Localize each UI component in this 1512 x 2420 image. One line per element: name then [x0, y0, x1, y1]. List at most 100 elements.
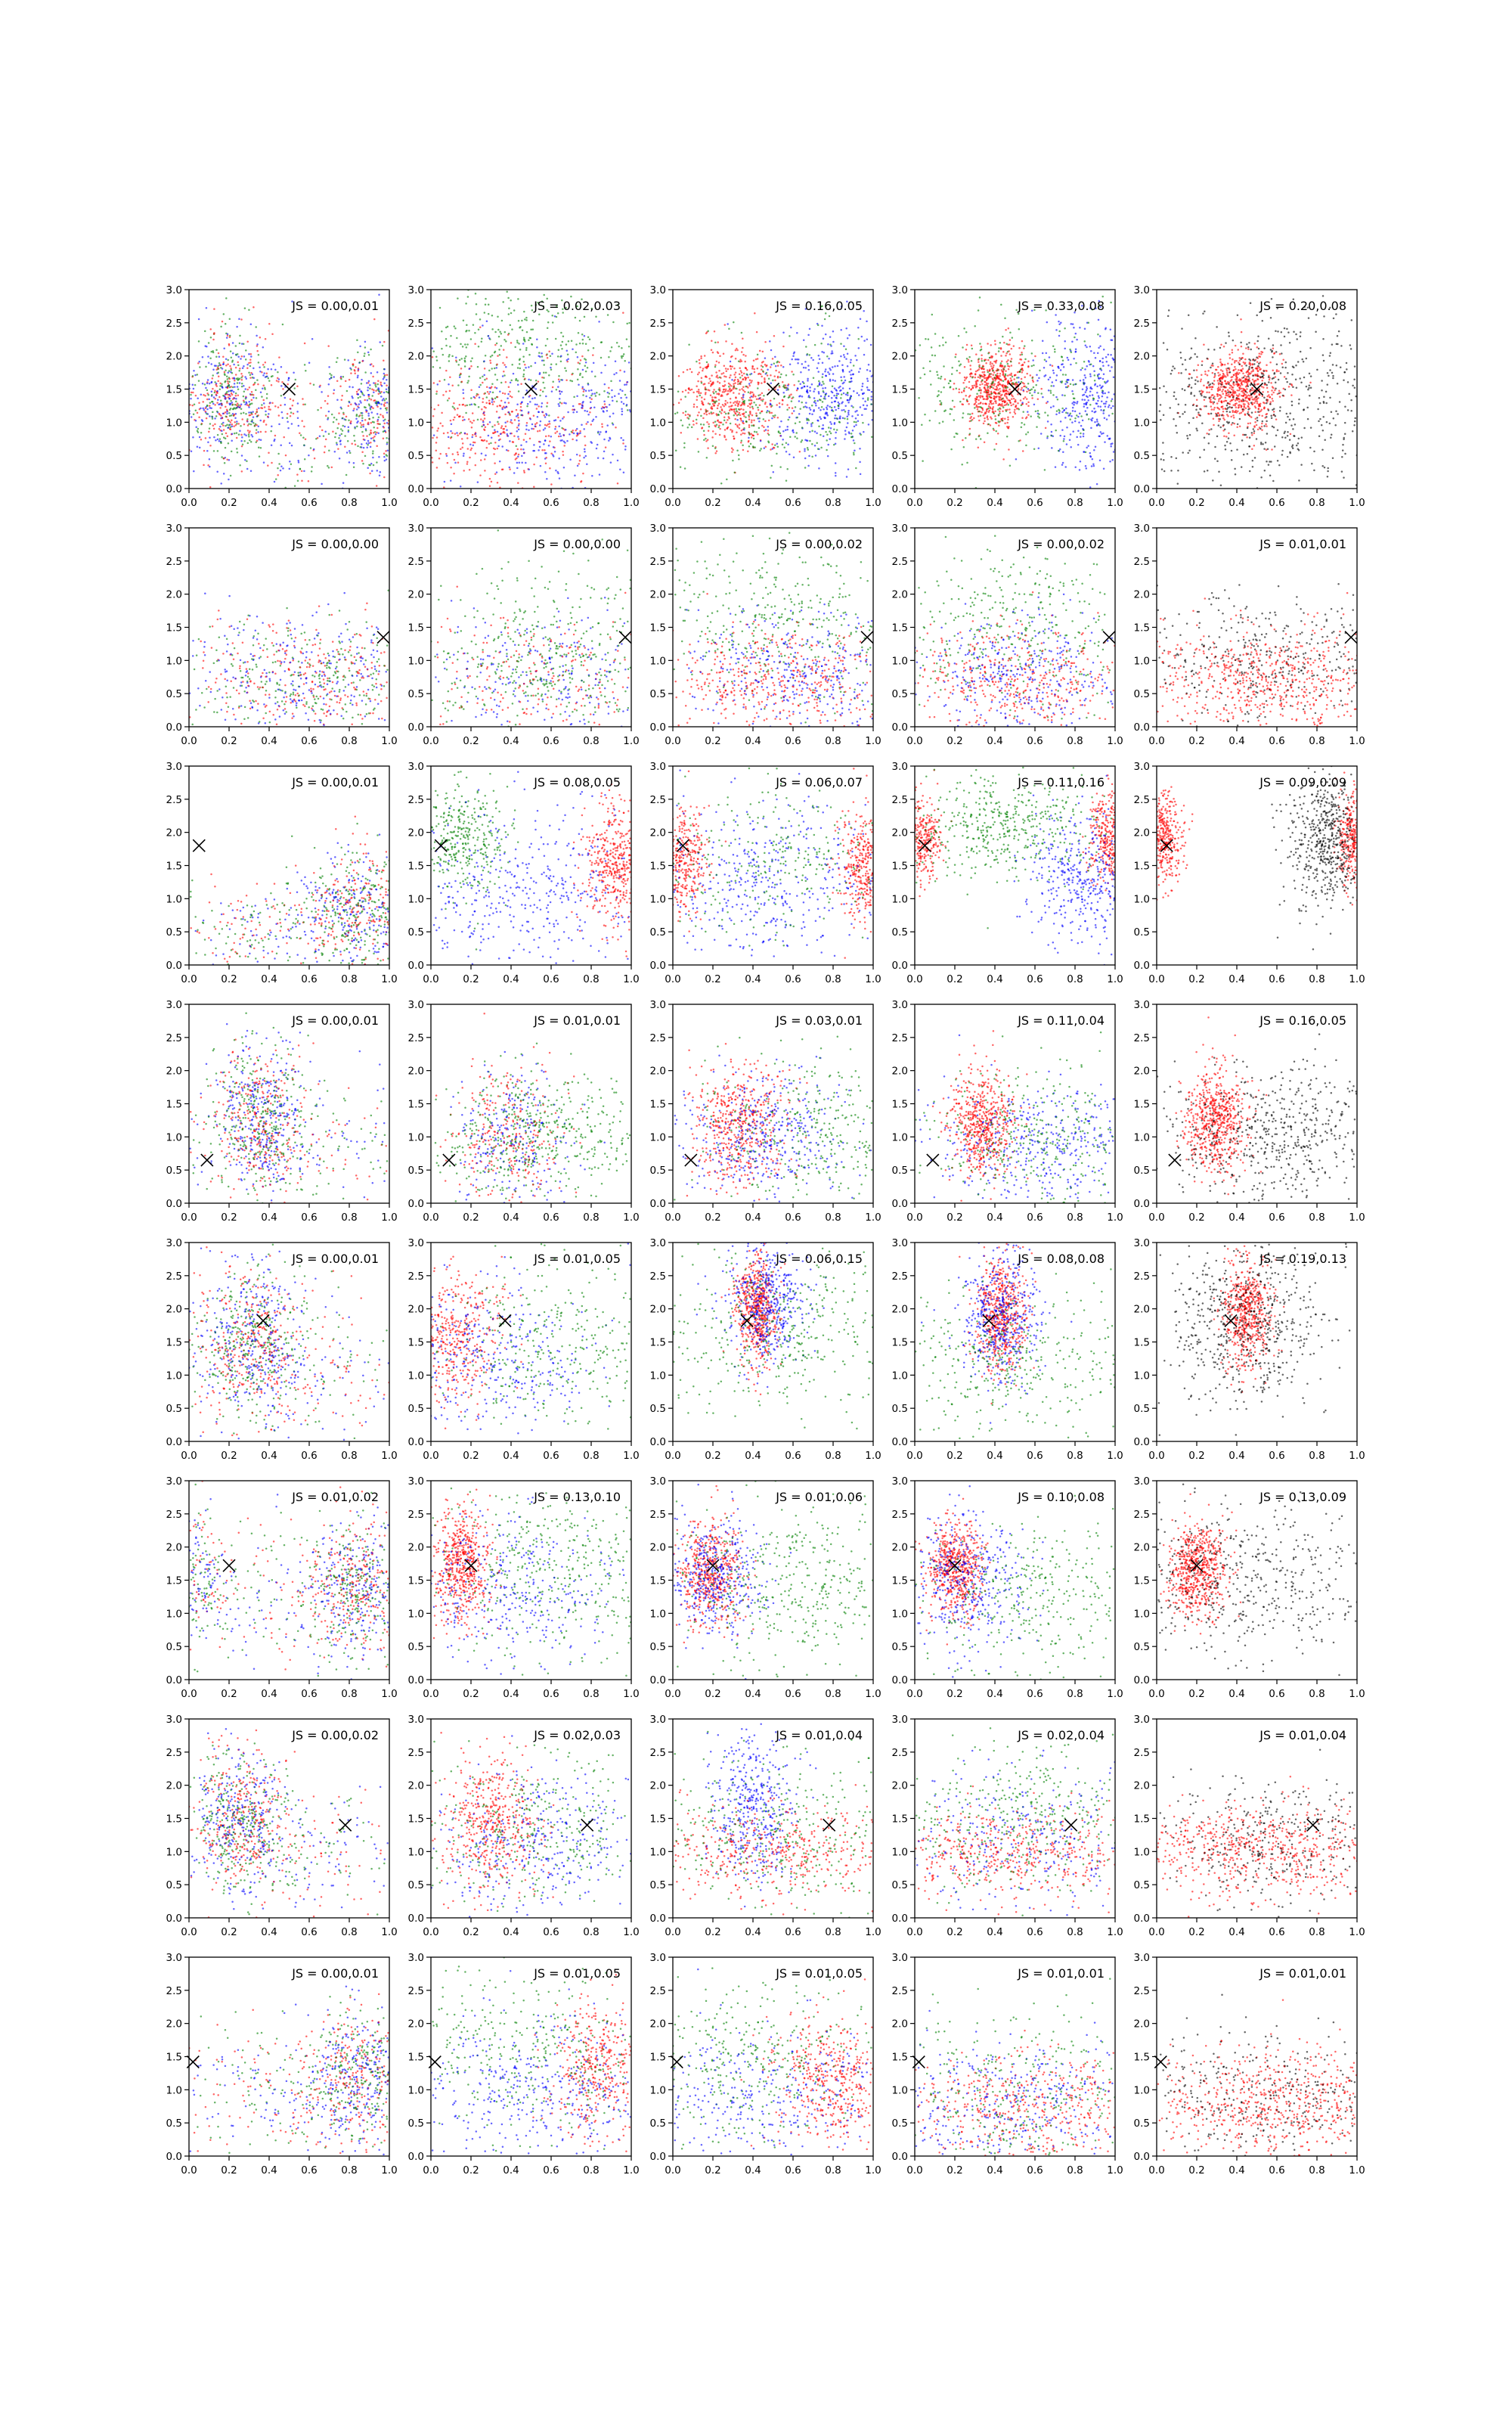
- scatter-point: [210, 390, 213, 393]
- scatter-point: [347, 359, 349, 361]
- scatter-point: [522, 373, 525, 376]
- scatter-point: [362, 446, 365, 449]
- scatter-point: [985, 383, 988, 386]
- scatter-point: [483, 414, 486, 417]
- scatter-point: [488, 369, 491, 372]
- scatter-point: [863, 353, 866, 356]
- scatter-point: [484, 426, 487, 429]
- scatter-point: [546, 327, 549, 330]
- scatter-point: [1195, 399, 1198, 401]
- scatter-point: [491, 399, 494, 401]
- scatter-point: [579, 432, 581, 434]
- scatter-point: [1003, 341, 1005, 344]
- scatter-point: [509, 433, 512, 435]
- scatter-point: [500, 427, 503, 430]
- scatter-point: [612, 321, 615, 324]
- scatter-point: [327, 418, 329, 420]
- scatter-point: [240, 378, 243, 381]
- scatter-point: [510, 419, 513, 421]
- scatter-point: [602, 457, 605, 460]
- scatter-point: [1005, 354, 1007, 357]
- scatter-point: [744, 390, 746, 393]
- scatter-point: [225, 297, 228, 299]
- scatter-point: [214, 381, 216, 383]
- scatter-point: [764, 401, 767, 404]
- scatter-point: [958, 391, 960, 393]
- scatter-point: [530, 304, 533, 307]
- scatter-point: [273, 480, 276, 483]
- scatter-point: [457, 297, 459, 299]
- scatter-point: [594, 395, 597, 397]
- scatter-point: [717, 341, 719, 343]
- scatter-point: [1054, 466, 1057, 468]
- scatter-point: [458, 403, 461, 406]
- scatter-point: [1005, 436, 1009, 438]
- scatter-point: [240, 470, 243, 473]
- scatter-point: [866, 389, 869, 391]
- scatter-point: [968, 361, 970, 363]
- scatter-point: [776, 442, 779, 445]
- scatter-point: [1077, 443, 1080, 446]
- scatter-point: [364, 352, 366, 355]
- scatter-point: [460, 380, 463, 383]
- scatter-point: [729, 383, 731, 386]
- scatter-point: [821, 305, 823, 307]
- scatter-point: [468, 468, 471, 471]
- scatter-point: [947, 382, 950, 385]
- scatter-point: [963, 379, 966, 382]
- scatter-point: [219, 407, 222, 409]
- scatter-point: [944, 341, 947, 343]
- scatter-point: [516, 461, 519, 464]
- scatter-point: [507, 392, 510, 396]
- scatter-point: [370, 470, 373, 473]
- scatter-point: [622, 402, 625, 405]
- x-tick-label: 0.4: [503, 497, 519, 509]
- scatter-point: [1079, 379, 1082, 382]
- scatter-point: [578, 374, 581, 377]
- scatter-point: [715, 371, 717, 374]
- scatter-point: [990, 396, 993, 399]
- scatter-point: [354, 443, 357, 445]
- x-tick-label: 0.6: [1027, 497, 1043, 509]
- scatter-point: [976, 408, 979, 411]
- scatter-point: [997, 414, 1000, 417]
- scatter-point: [965, 436, 967, 439]
- scatter-point: [225, 398, 227, 400]
- scatter-point: [477, 393, 479, 396]
- scatter-point: [715, 360, 718, 363]
- scatter-point: [774, 355, 776, 358]
- scatter-point: [722, 352, 725, 355]
- scatter-point: [965, 357, 968, 360]
- scatter-point: [979, 414, 982, 417]
- scatter-point: [277, 414, 280, 417]
- scatter-point: [1038, 417, 1041, 419]
- scatter-point: [227, 358, 229, 361]
- y-tick-label: 1.0: [166, 417, 182, 429]
- scatter-point: [587, 336, 590, 338]
- scatter-point: [453, 472, 455, 475]
- scatter-point: [503, 432, 506, 434]
- scatter-point: [767, 432, 770, 435]
- scatter-point: [747, 391, 750, 393]
- scatter-point: [807, 394, 810, 397]
- scatter-point: [740, 360, 743, 362]
- scatter-point: [803, 382, 805, 385]
- scatter-point: [474, 403, 476, 406]
- scatter-point: [1052, 369, 1055, 372]
- scatter-point: [968, 413, 971, 416]
- scatter-point: [717, 392, 720, 395]
- scatter-point: [996, 375, 999, 378]
- scatter-point: [231, 386, 234, 389]
- scatter-point: [584, 389, 587, 392]
- scatter-point: [1019, 358, 1021, 361]
- scatter-point: [981, 375, 984, 378]
- scatter-point: [280, 366, 283, 368]
- scatter-point: [498, 354, 501, 356]
- scatter-point: [504, 381, 507, 383]
- scatter-point: [538, 430, 541, 432]
- scatter-point: [209, 486, 212, 489]
- scatter-point: [356, 376, 359, 379]
- scatter-point: [352, 466, 355, 468]
- scatter-point: [758, 349, 761, 352]
- scatter-point: [871, 418, 873, 421]
